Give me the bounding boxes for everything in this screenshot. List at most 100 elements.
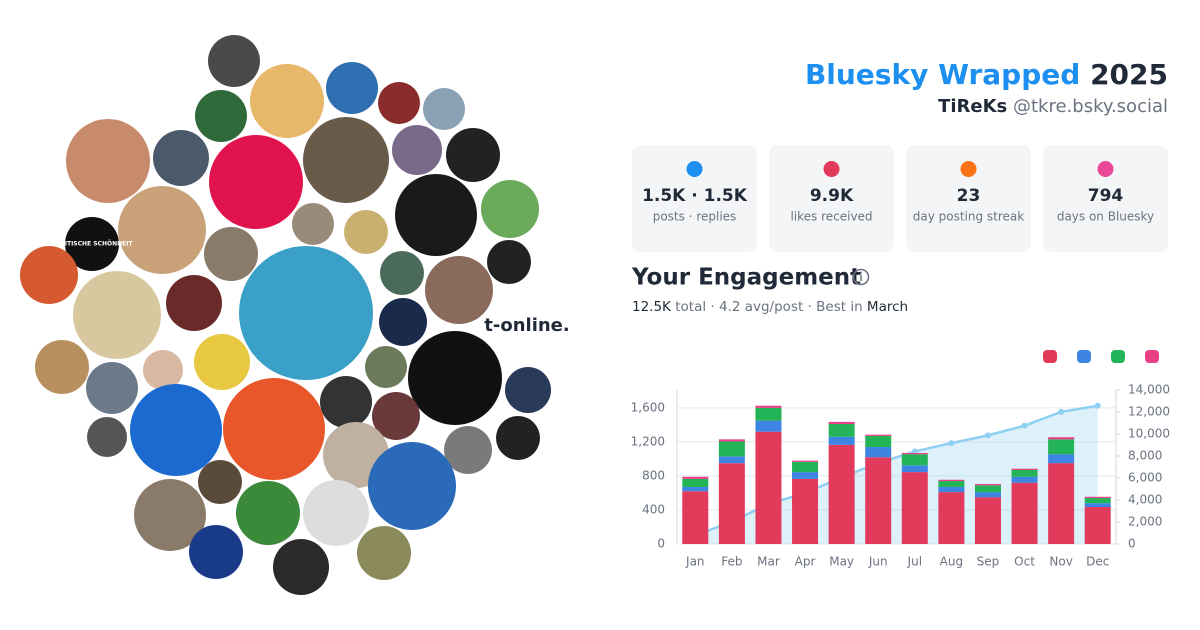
user-name: TiReKs [938,96,1007,117]
bar-segment [755,407,782,421]
stat-icon [823,161,840,177]
x-tick-label: Nov [1049,555,1072,569]
avatar[interactable] [379,298,427,346]
avatar[interactable] [425,256,493,324]
summary-text: total · 4.2 avg/post · Best in [675,299,862,315]
avatar[interactable] [303,480,369,546]
avatar[interactable] [189,525,243,579]
avatar[interactable] [392,125,442,175]
x-tick-label: Feb [721,555,742,569]
legend-icon[interactable] [1111,350,1125,363]
legend-icon[interactable] [1077,350,1091,363]
info-icon-dot [860,271,862,274]
legend-icon[interactable] [1043,350,1057,363]
title: Bluesky Wrapped 2025 [805,58,1168,91]
avatar[interactable] [303,117,389,203]
avatar[interactable] [134,479,206,551]
bar-segment [828,421,855,425]
stat-icon [1097,161,1114,177]
summary-total: 12.5K [632,299,672,315]
avatar[interactable] [496,416,540,460]
avatar[interactable] [143,350,183,390]
avatar[interactable] [87,417,127,457]
avatar[interactable] [444,426,492,474]
avatar[interactable] [505,367,551,413]
y-tick-label: 800 [642,468,665,482]
bar-segment [901,454,928,466]
y2-tick-label: 10,000 [1128,427,1170,441]
avatar[interactable] [130,384,222,476]
summary: 12.5K total · 4.2 avg/post · Best in Mar… [632,299,908,315]
avatar[interactable] [365,346,407,388]
y-tick-label: 400 [642,502,665,516]
avatar[interactable] [73,271,161,359]
avatar[interactable] [292,203,334,245]
avatar[interactable] [195,90,247,142]
stat-value: 1.5K · 1.5K [642,186,748,206]
x-tick-label: Apr [795,555,816,569]
avatar[interactable] [204,227,258,281]
avatar[interactable] [273,539,329,595]
avatar[interactable] [446,128,500,182]
y2-tick-label: 6,000 [1128,471,1162,485]
bar-segment [1011,468,1038,470]
avatar[interactable] [250,64,324,138]
bar-segment [792,461,819,473]
avatar[interactable] [395,174,477,256]
stat-icon [960,161,977,177]
bar-segment [901,472,928,544]
cumulative-point [984,432,991,439]
y2-tick-label: 2,000 [1128,515,1162,529]
bar-segment [828,436,855,445]
avatar[interactable] [166,275,222,331]
bar-segment [718,456,745,464]
bar-segment [718,441,745,457]
x-tick-label: Aug [940,555,963,569]
avatar[interactable] [66,119,150,203]
bar-segment [865,435,892,448]
bar-segment [1084,503,1111,507]
avatar[interactable] [357,526,411,580]
avatar[interactable] [320,376,372,428]
avatar[interactable] [209,135,303,229]
avatar[interactable] [236,481,300,545]
avatar[interactable] [20,246,78,304]
engagement-chart: 0 400 800 1,200 1,600 0 2,000 4,000 6,000 8,000 10… [631,350,1170,569]
cumulative-point [948,440,955,447]
bar-segment [865,457,892,544]
avatar[interactable] [223,378,325,480]
y-tick-label: 1,200 [631,434,665,448]
avatar[interactable] [487,240,531,284]
avatar[interactable] [208,35,260,87]
avatar[interactable] [326,62,378,114]
avatar[interactable] [194,334,250,390]
avatar[interactable] [368,442,456,530]
summary-best: March [867,299,908,315]
info-icon[interactable] [852,268,870,286]
avatar[interactable] [423,88,465,130]
legend-icon[interactable] [1145,350,1159,363]
avatar[interactable] [198,460,242,504]
stat-card [906,145,1031,252]
avatar[interactable] [380,251,424,295]
avatar[interactable] [344,210,388,254]
stat-card [1043,145,1168,252]
stat-label: day posting streak [913,210,1025,224]
bar-segment [828,444,855,544]
bar-segment [901,465,928,473]
avatar[interactable] [408,331,502,425]
avatar[interactable] [372,392,420,440]
cumulative-point [911,448,918,455]
avatar[interactable] [153,130,209,186]
avatar[interactable] [239,246,373,380]
avatar[interactable] [86,362,138,414]
bar-segment [718,439,745,442]
avatar[interactable] [35,340,89,394]
avatar[interactable] [118,186,206,274]
avatar[interactable] [481,180,539,238]
avatar[interactable] [378,82,420,124]
avatar[interactable] [65,217,119,271]
bar-segment [682,491,709,544]
y2-tick-label: 0 [1128,537,1136,551]
